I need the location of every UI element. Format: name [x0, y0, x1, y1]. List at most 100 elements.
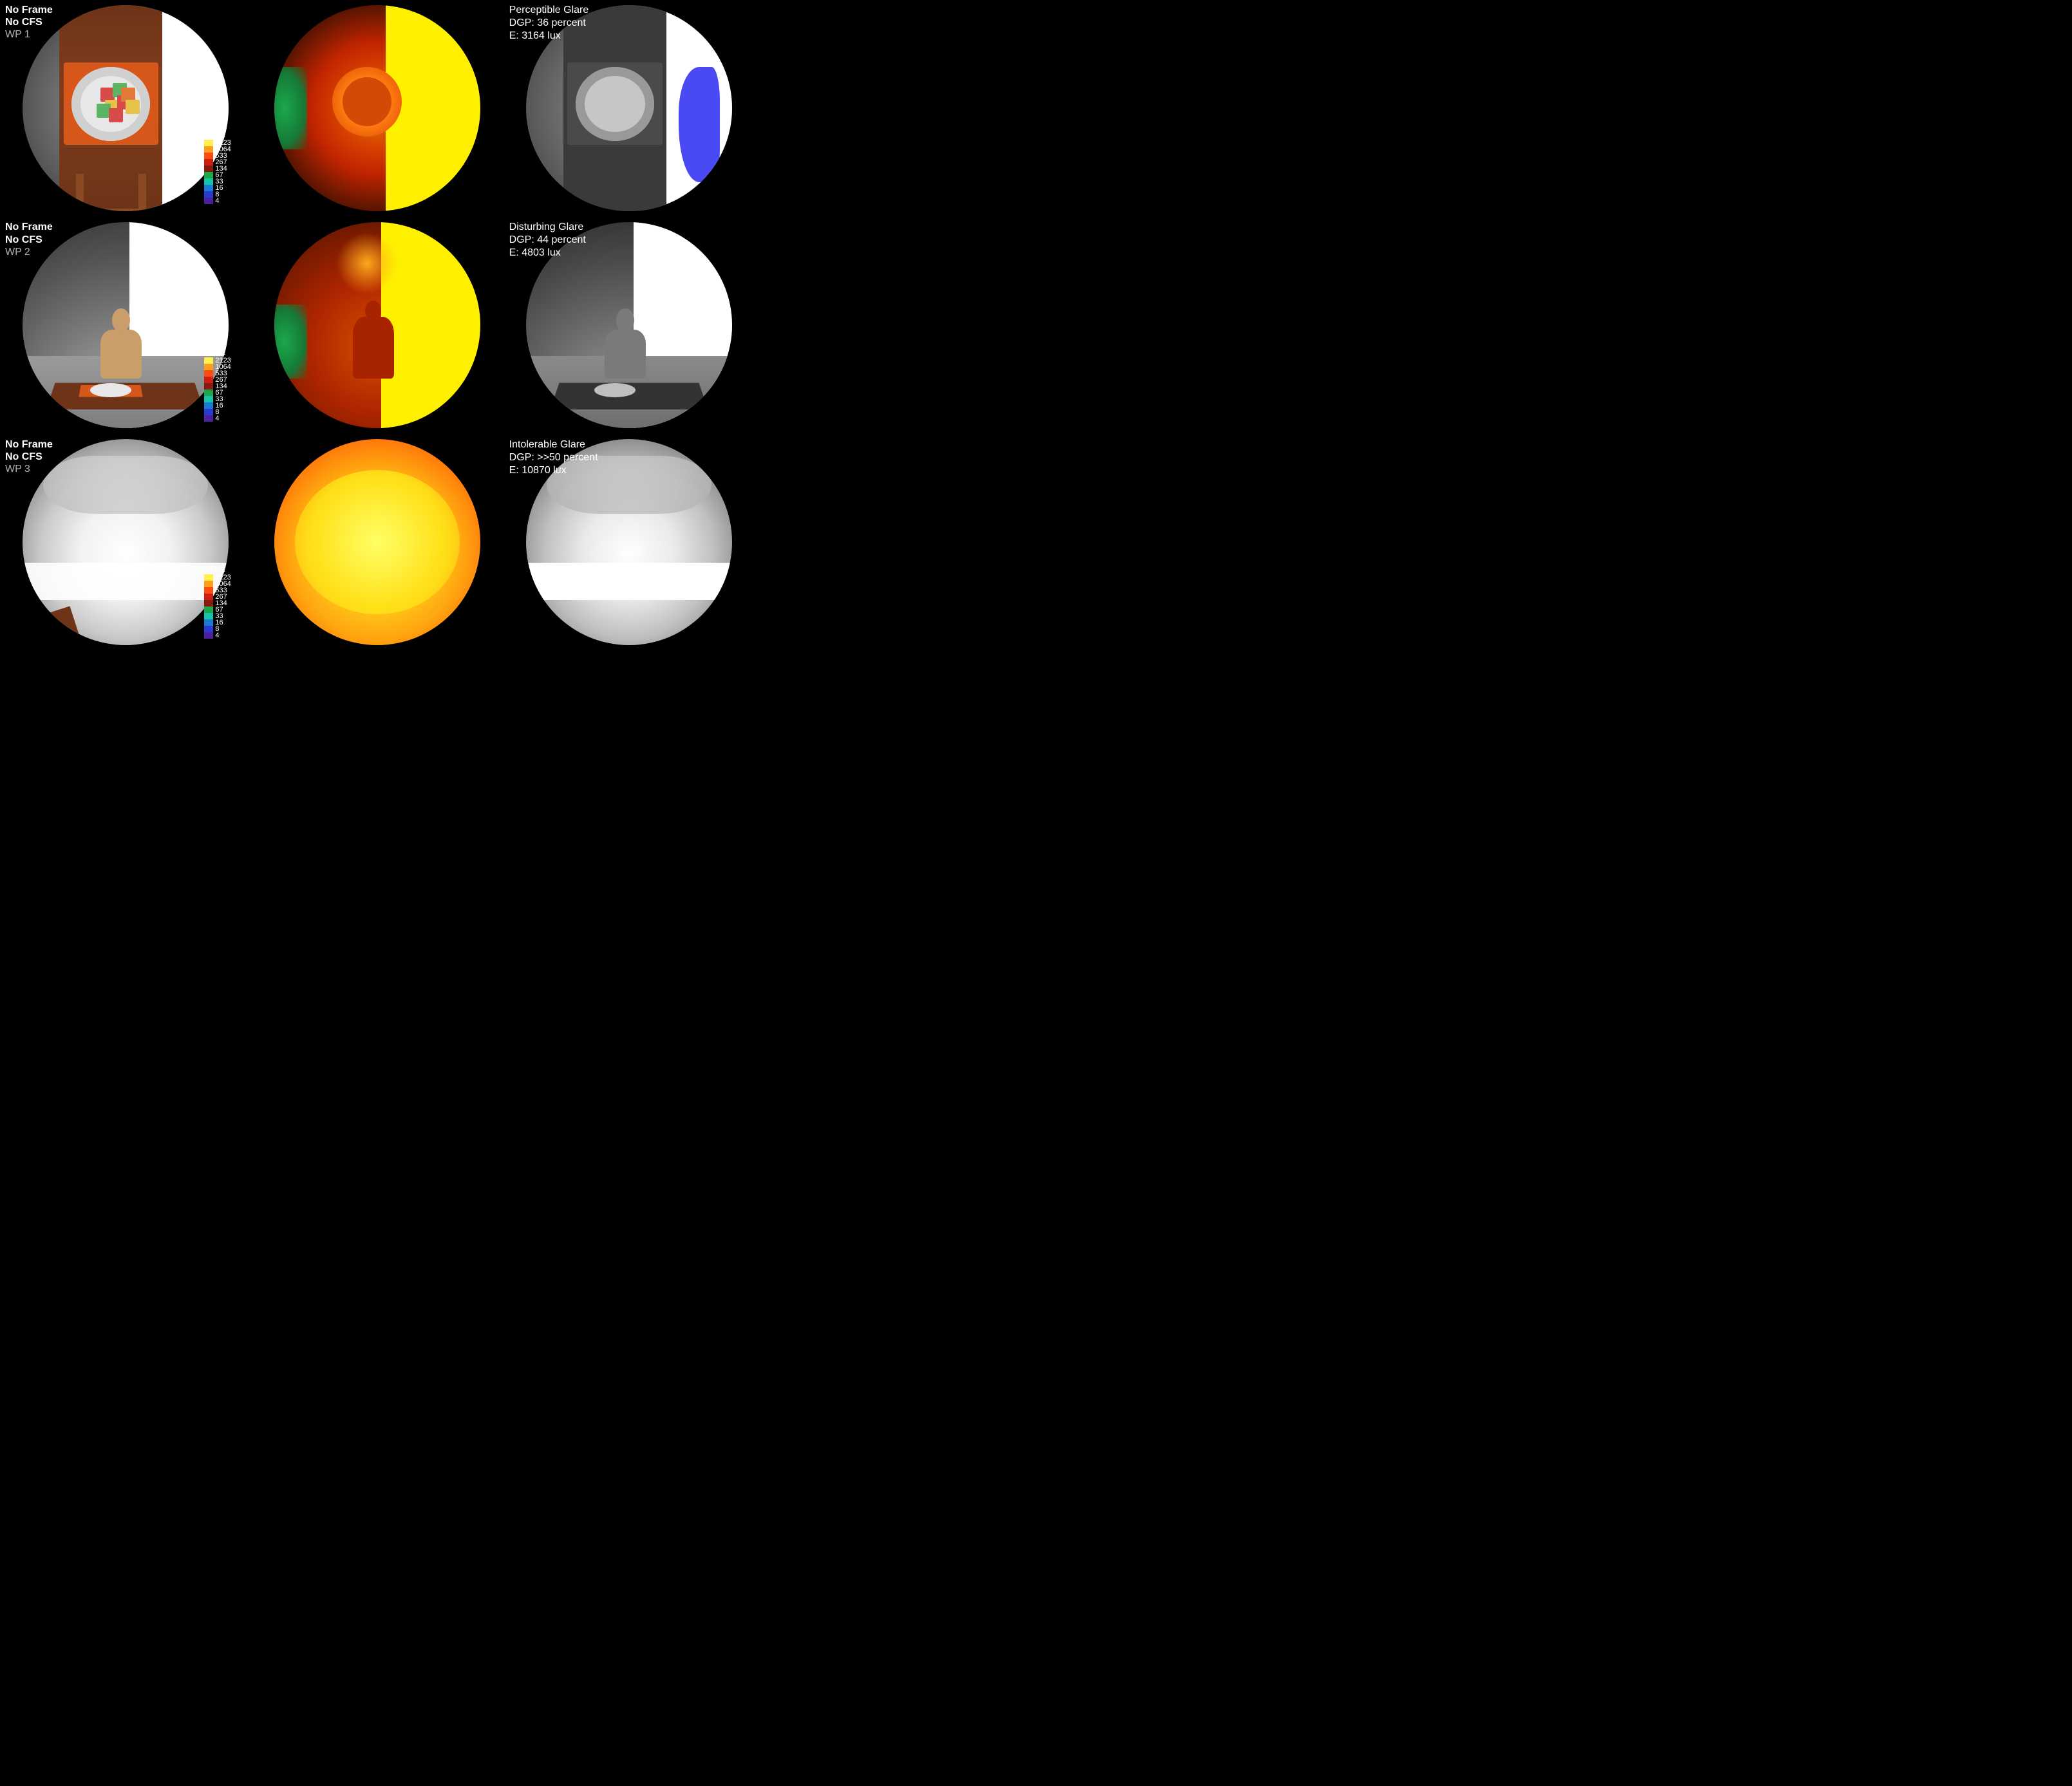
- illum-value: E: 4803 lux: [509, 247, 586, 259]
- scale-unit: cd/m2: [204, 348, 241, 357]
- wp1-render-view: [23, 5, 229, 211]
- left-label-wp3: No Frame No CFS WP 3: [5, 438, 53, 476]
- scale-row: 4: [204, 198, 241, 204]
- scale-swatch: [204, 146, 213, 153]
- scale-swatch: [204, 198, 213, 204]
- mannequin-head: [616, 308, 634, 332]
- scale-swatch: [204, 415, 213, 422]
- scale-stops: 2123106453326713467331684: [204, 357, 241, 422]
- chair-legs: [76, 174, 146, 211]
- cell-wp1-falsecolor: [252, 0, 502, 216]
- scale-row: 16: [204, 185, 241, 191]
- scale-swatch: [204, 632, 213, 639]
- illum-value: E: 10870 lux: [509, 464, 598, 477]
- scale-swatch: [204, 581, 213, 587]
- glare-class: Perceptible Glare: [509, 4, 589, 17]
- scale-swatch: [204, 606, 213, 613]
- scale-row: 8: [204, 409, 241, 415]
- right-label-wp2: Disturbing Glare DGP: 44 percent E: 4803…: [509, 221, 586, 259]
- label-wp: WP 3: [5, 463, 53, 475]
- glare-class: Disturbing Glare: [509, 221, 586, 234]
- left-label-wp1: No Frame No CFS WP 1: [5, 4, 53, 41]
- scale-row: 4: [204, 415, 241, 422]
- scale-swatch: [204, 574, 213, 581]
- cell-wp3-glare: Intolerable Glare DGP: >>50 percent E: 1…: [504, 435, 755, 650]
- scale-row: 16: [204, 402, 241, 409]
- window-band: [23, 563, 229, 600]
- scale-row: 16: [204, 619, 241, 626]
- dgp-value: DGP: >>50 percent: [509, 451, 598, 464]
- wp3-falsecolor-view: [274, 439, 480, 645]
- label-line2: No CFS: [5, 16, 53, 28]
- scale-swatch: [204, 357, 213, 364]
- scale-stops: 2123106453326713467331684: [204, 574, 241, 639]
- scale-swatch: [204, 619, 213, 626]
- label-line1: No Frame: [5, 4, 53, 16]
- cell-wp3-falsecolor: [252, 435, 502, 650]
- illum-value: E: 3164 lux: [509, 30, 589, 42]
- cell-wp3-render: No Frame No CFS WP 3 cd/m2 2123106453326…: [0, 435, 250, 650]
- scale-swatch: [204, 600, 213, 606]
- scale-value: 4: [215, 198, 219, 204]
- glare-matrix: No Frame No CFS WP 1 cd/m2 2123106453326…: [0, 0, 755, 650]
- mannequin-torso: [605, 330, 646, 379]
- right-label-wp1: Perceptible Glare DGP: 36 percent E: 316…: [509, 4, 589, 42]
- scale-value: 4: [215, 632, 219, 639]
- plate: [576, 67, 654, 141]
- cell-wp2-render: No Frame No CFS WP 2 cd/m2 2123106453326…: [0, 217, 250, 433]
- scale-row: 8: [204, 191, 241, 198]
- scale-stops: 2123106453326713467331684: [204, 140, 241, 204]
- label-line2: No CFS: [5, 451, 53, 463]
- food-cube: [126, 100, 140, 114]
- label-line1: No Frame: [5, 438, 53, 451]
- label-line2: No CFS: [5, 234, 53, 246]
- window-saturated: [295, 470, 460, 614]
- scale-row: 4: [204, 632, 241, 639]
- plate: [90, 383, 131, 397]
- scale-swatch: [204, 594, 213, 600]
- cell-wp1-glare: Perceptible Glare DGP: 36 percent E: 316…: [504, 0, 755, 216]
- right-label-wp3: Intolerable Glare DGP: >>50 percent E: 1…: [509, 438, 598, 477]
- mannequin-torso: [100, 330, 142, 379]
- scale-swatch: [204, 185, 213, 191]
- scale-swatch: [204, 165, 213, 172]
- plate-heat-inner: [343, 77, 392, 127]
- scale-swatch: [204, 613, 213, 619]
- glare-class: Intolerable Glare: [509, 438, 598, 451]
- scale-row: 8: [204, 626, 241, 632]
- dgp-value: DGP: 36 percent: [509, 17, 589, 30]
- label-line1: No Frame: [5, 221, 53, 233]
- left-label-wp2: No Frame No CFS WP 2: [5, 221, 53, 258]
- dgp-value: DGP: 44 percent: [509, 234, 586, 247]
- table-corner: [27, 606, 79, 645]
- cell-wp2-falsecolor: [252, 217, 502, 433]
- scale-swatch: [204, 370, 213, 377]
- mannequin-heat: [353, 317, 394, 379]
- color-scale-3: cd/m2 2123106453326713467331684: [204, 565, 241, 639]
- scale-unit: cd/m2: [204, 130, 241, 139]
- glare-source-mask: [679, 67, 720, 182]
- scale-swatch: [204, 377, 213, 383]
- scale-swatch: [204, 178, 213, 185]
- scale-swatch: [204, 396, 213, 402]
- cell-wp2-glare: Disturbing Glare DGP: 44 percent E: 4803…: [504, 217, 755, 433]
- scale-swatch: [204, 390, 213, 396]
- mannequin-head: [112, 308, 130, 332]
- scale-unit: cd/m2: [204, 565, 241, 574]
- scale-value: 4: [215, 415, 219, 422]
- food-cube: [109, 108, 123, 122]
- plate: [594, 383, 636, 397]
- window-band: [526, 563, 732, 600]
- scale-swatch: [204, 172, 213, 178]
- cool-wall: [274, 305, 307, 379]
- wp3-render-view: [23, 439, 229, 645]
- cell-wp1-render: No Frame No CFS WP 1 cd/m2 2123106453326…: [0, 0, 250, 216]
- scale-swatch: [204, 383, 213, 390]
- cool-wall: [274, 67, 307, 149]
- wp1-falsecolor-view: [274, 5, 480, 211]
- scale-swatch: [204, 191, 213, 198]
- mannequin: [601, 308, 650, 379]
- ceiling-hot: [336, 232, 398, 294]
- mannequin: [97, 308, 146, 379]
- wp2-render-view: [23, 222, 229, 428]
